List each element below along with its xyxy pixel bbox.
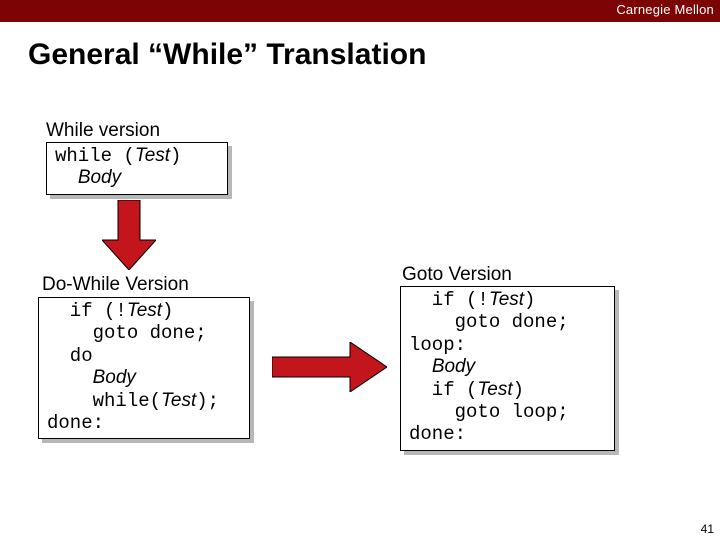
- while-codebox: while (Test) Body: [46, 142, 228, 195]
- slide-title: General “While” Translation: [0, 22, 720, 72]
- dowhile-code: if (!Test) goto done; do Body while(Test…: [47, 300, 241, 434]
- arrow-right-icon: [272, 342, 387, 392]
- dowhile-version-label: Do-While Version: [42, 274, 189, 296]
- org-label: Carnegie Mellon: [616, 2, 714, 17]
- arrow-down-icon: [102, 200, 156, 270]
- page-number: 41: [701, 522, 714, 536]
- slide-stage: While version while (Test) Body Do-While…: [0, 72, 720, 540]
- top-bar: Carnegie Mellon: [0, 0, 720, 22]
- while-code: while (Test) Body: [55, 145, 219, 190]
- goto-codebox: if (!Test) goto done; loop: Body if (Tes…: [400, 286, 615, 451]
- goto-version-label: Goto Version: [402, 264, 512, 286]
- dowhile-codebox: if (!Test) goto done; do Body while(Test…: [38, 297, 250, 439]
- goto-code: if (!Test) goto done; loop: Body if (Tes…: [409, 289, 606, 446]
- while-version-label: While version: [46, 120, 160, 142]
